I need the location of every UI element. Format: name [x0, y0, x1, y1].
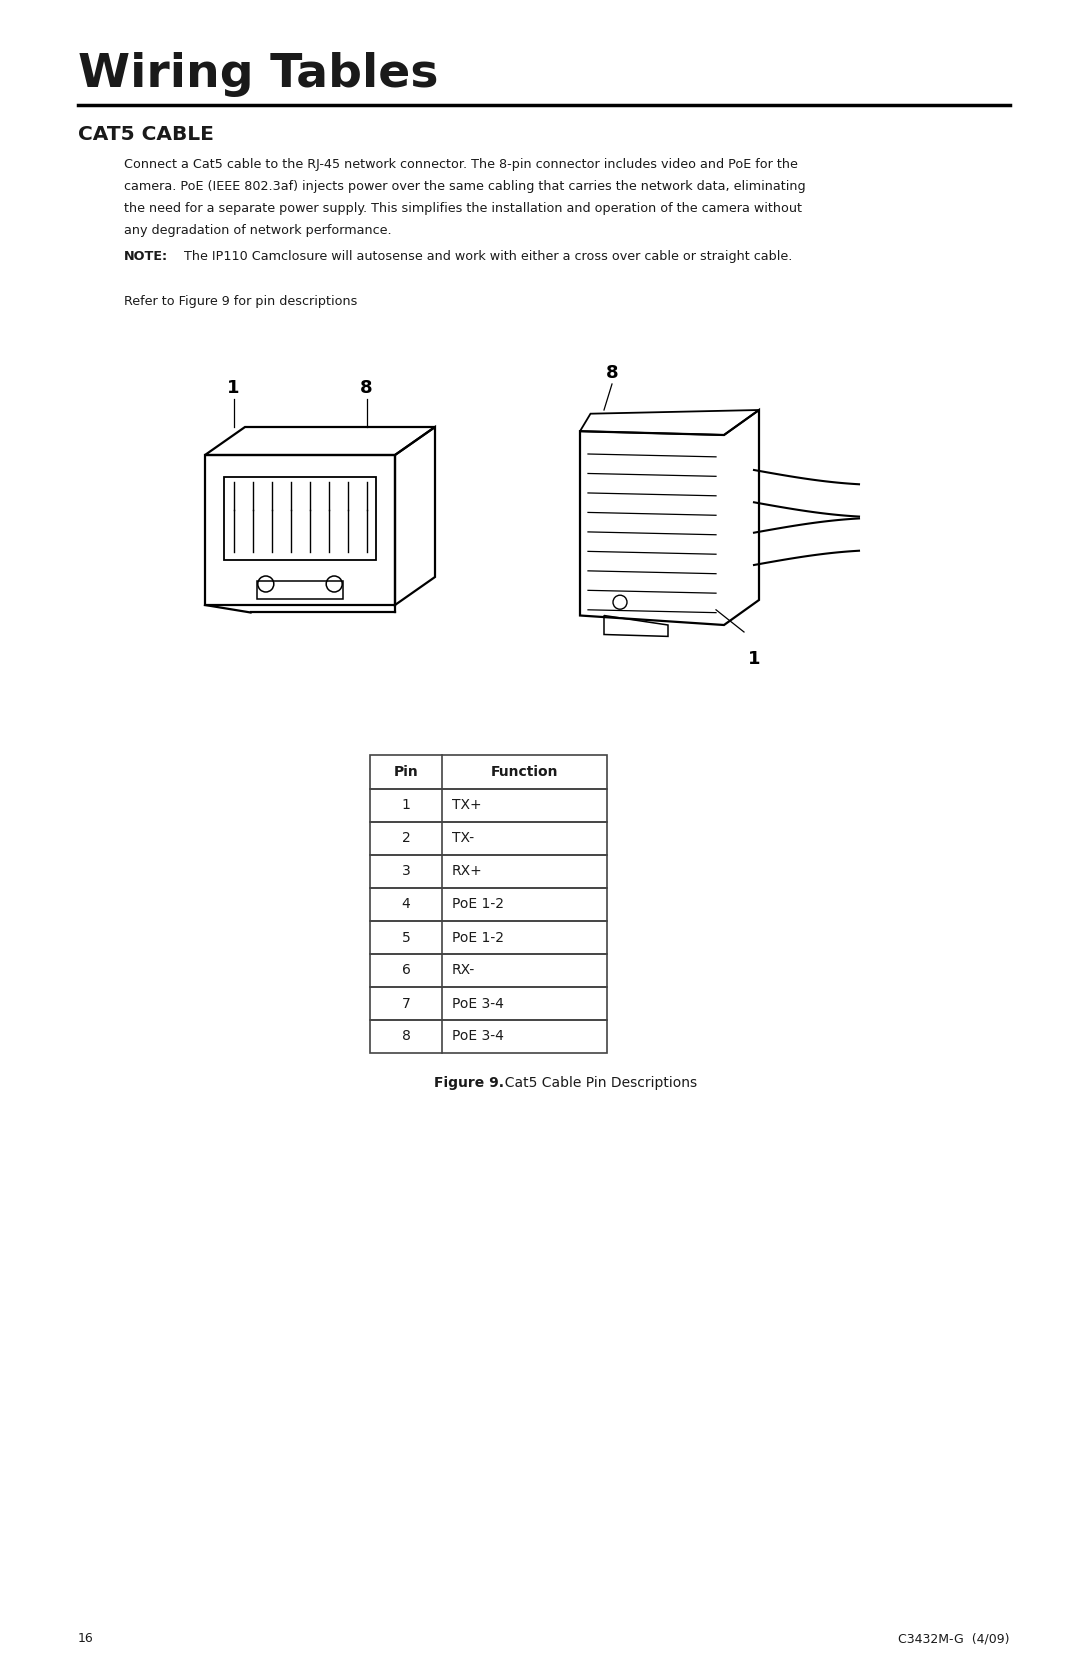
Text: 16: 16: [78, 1632, 94, 1646]
Text: PoE 1-2: PoE 1-2: [453, 898, 504, 911]
Bar: [224, 477, 376, 561]
Bar: [205, 456, 395, 604]
Bar: [370, 888, 607, 921]
Text: Cat5 Cable Pin Descriptions: Cat5 Cable Pin Descriptions: [496, 1077, 697, 1090]
Text: Function: Function: [490, 764, 558, 779]
Text: The IP110 Camclosure will autosense and work with either a cross over cable or s: The IP110 Camclosure will autosense and …: [176, 250, 793, 264]
Bar: [370, 789, 607, 823]
Text: C3432M-G  (4/09): C3432M-G (4/09): [899, 1632, 1010, 1646]
Text: PoE 3-4: PoE 3-4: [453, 996, 504, 1010]
Text: TX-: TX-: [453, 831, 474, 846]
Text: Pin: Pin: [393, 764, 418, 779]
Bar: [257, 581, 342, 599]
Bar: [370, 921, 607, 955]
Text: the need for a separate power supply. This simplifies the installation and opera: the need for a separate power supply. Th…: [124, 202, 802, 215]
Bar: [370, 1020, 607, 1053]
Text: 3: 3: [402, 865, 410, 878]
Text: camera. PoE (IEEE 802.3af) injects power over the same cabling that carries the : camera. PoE (IEEE 802.3af) injects power…: [124, 180, 806, 194]
Text: 4: 4: [402, 898, 410, 911]
Text: 1: 1: [747, 649, 760, 668]
Text: PoE 3-4: PoE 3-4: [453, 1030, 504, 1043]
Text: 8: 8: [606, 364, 619, 382]
Text: RX+: RX+: [453, 865, 483, 878]
Text: Figure 9.: Figure 9.: [433, 1077, 503, 1090]
Bar: [370, 855, 607, 888]
Text: 6: 6: [402, 963, 410, 978]
Bar: [370, 986, 607, 1020]
Text: NOTE:: NOTE:: [124, 250, 168, 264]
Text: 8: 8: [361, 379, 373, 397]
Text: 8: 8: [402, 1030, 410, 1043]
Text: 1: 1: [402, 798, 410, 813]
Text: any degradation of network performance.: any degradation of network performance.: [124, 224, 392, 237]
Text: Wiring Tables: Wiring Tables: [78, 52, 438, 97]
Bar: [370, 823, 607, 855]
Bar: [370, 754, 607, 789]
Text: 2: 2: [402, 831, 410, 846]
Text: TX+: TX+: [453, 798, 482, 813]
Text: PoE 1-2: PoE 1-2: [453, 931, 504, 945]
Text: 5: 5: [402, 931, 410, 945]
Text: Connect a Cat5 cable to the RJ-45 network connector. The 8-pin connector include: Connect a Cat5 cable to the RJ-45 networ…: [124, 159, 798, 170]
Text: 7: 7: [402, 996, 410, 1010]
Text: RX-: RX-: [453, 963, 475, 978]
Bar: [370, 955, 607, 986]
Text: Refer to Figure 9 for pin descriptions: Refer to Figure 9 for pin descriptions: [124, 295, 357, 309]
Text: CAT5 CABLE: CAT5 CABLE: [78, 125, 214, 144]
Text: 1: 1: [227, 379, 240, 397]
